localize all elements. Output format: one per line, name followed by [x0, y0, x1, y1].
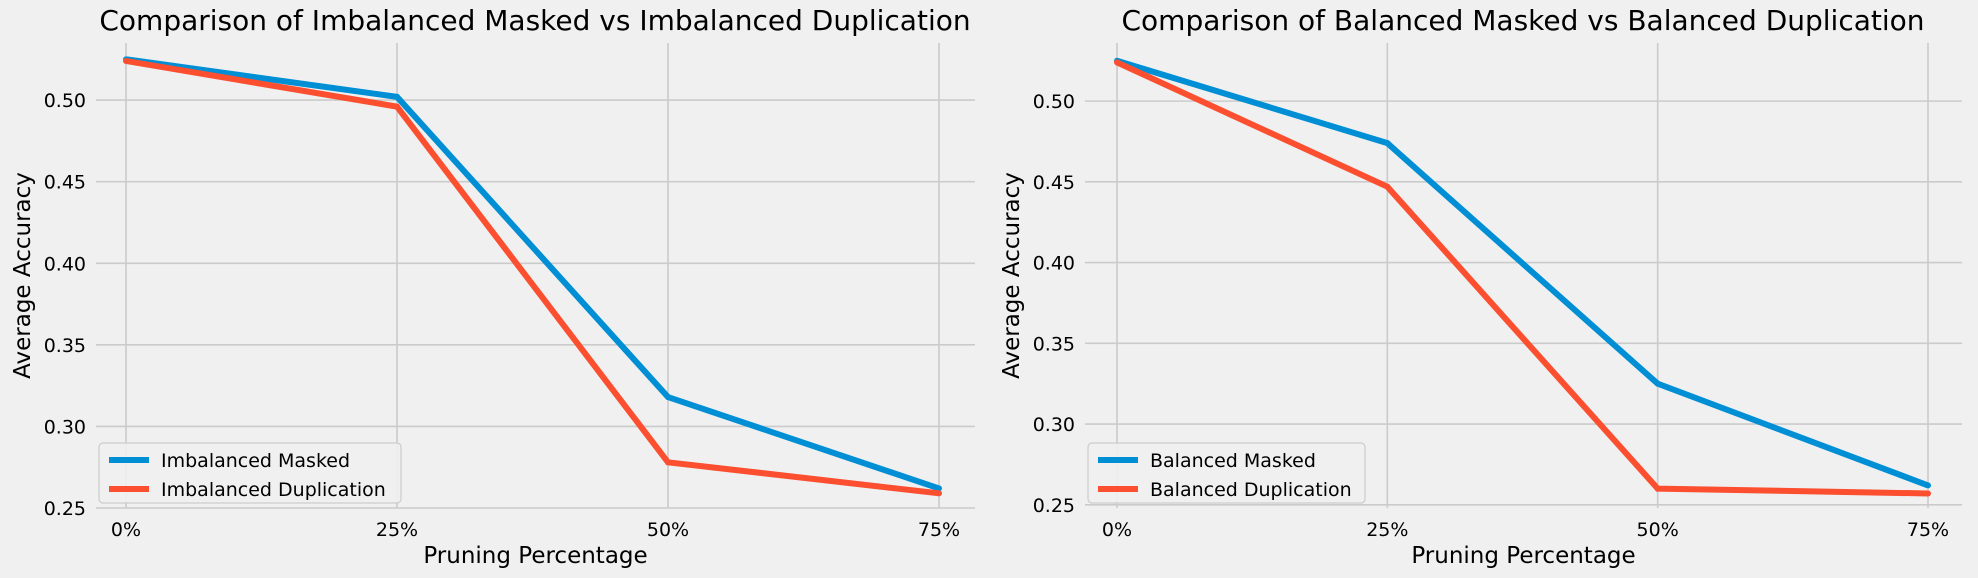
y-tick-label: 0.50 [44, 90, 86, 112]
series-line-balanced-duplication [1115, 59, 1929, 497]
y-tick-label: 0.35 [1033, 333, 1075, 355]
data-point [1925, 482, 1931, 489]
x-tick-label: 0% [111, 519, 141, 541]
x-tick-label: 25% [1366, 519, 1408, 541]
data-point [1384, 183, 1391, 190]
data-point [1114, 59, 1120, 66]
legend-label: Balanced Masked [1150, 450, 1316, 472]
y-tick-label: 0.45 [1033, 172, 1075, 194]
x-tick-label: 25% [376, 519, 418, 541]
legend-box [1087, 442, 1366, 504]
y-tick-label: 0.25 [1033, 495, 1075, 517]
y-tick-label: 0.30 [1033, 414, 1075, 436]
data-point [1654, 380, 1661, 387]
x-tick-label: 50% [647, 519, 689, 541]
legend: Imbalanced Masked Imbalanced Duplication [98, 442, 402, 504]
chart-title: Comparison of Balanced Masked vs Balance… [1121, 4, 1924, 37]
x-axis-label: Pruning Percentage [423, 543, 647, 569]
y-tick-label: 0.35 [44, 335, 86, 357]
legend: Balanced Masked Balanced Duplication [1087, 442, 1366, 504]
series-line-balanced-masked [1116, 57, 1930, 489]
data-point [665, 394, 671, 401]
y-axis-label: Average Accuracy [999, 172, 1025, 379]
series-line-imbalanced-masked [125, 56, 940, 492]
data-point [1384, 140, 1391, 147]
x-tick-label: 50% [1637, 519, 1679, 541]
data-point [665, 459, 671, 466]
y-tick-label: 0.30 [44, 416, 86, 438]
x-tick-label: 0% [1102, 519, 1132, 541]
series-line-imbalanced-duplication [125, 57, 940, 497]
data-point [1925, 490, 1931, 497]
y-tick-label: 0.40 [1033, 253, 1075, 275]
legend-label: Balanced Duplication [1150, 479, 1352, 501]
legend-box [98, 442, 402, 504]
chart-panel-1: 0.25 0.30 0.35 0.40 0.45 0.50 0% 25% 50% 75% Compa… [10, 4, 975, 569]
x-axis-label: Pruning Percentage [1411, 543, 1635, 569]
data-point [394, 93, 400, 100]
data-point [123, 57, 129, 64]
x-tick-label: 75% [918, 519, 960, 541]
y-tick-label: 0.45 [44, 172, 86, 194]
legend-label: Imbalanced Masked [161, 450, 350, 472]
data-point [936, 485, 942, 492]
data-point [936, 490, 942, 497]
y-tick-label: 0.25 [44, 498, 86, 520]
x-tick-label: 75% [1907, 519, 1949, 541]
y-tick-label: 0.50 [1033, 91, 1075, 113]
data-point [1654, 485, 1661, 492]
y-axis-label: Average Accuracy [10, 172, 36, 379]
y-tick-label: 0.40 [44, 253, 86, 275]
chart-panel-2: 0.25 0.30 0.35 0.40 0.45 0.50 0% 25% 50% 75% Compa… [999, 4, 1962, 569]
data-point [394, 103, 400, 110]
legend-label: Imbalanced Duplication [161, 479, 386, 501]
chart-title: Comparison of Imbalanced Masked vs Imbal… [99, 4, 970, 37]
